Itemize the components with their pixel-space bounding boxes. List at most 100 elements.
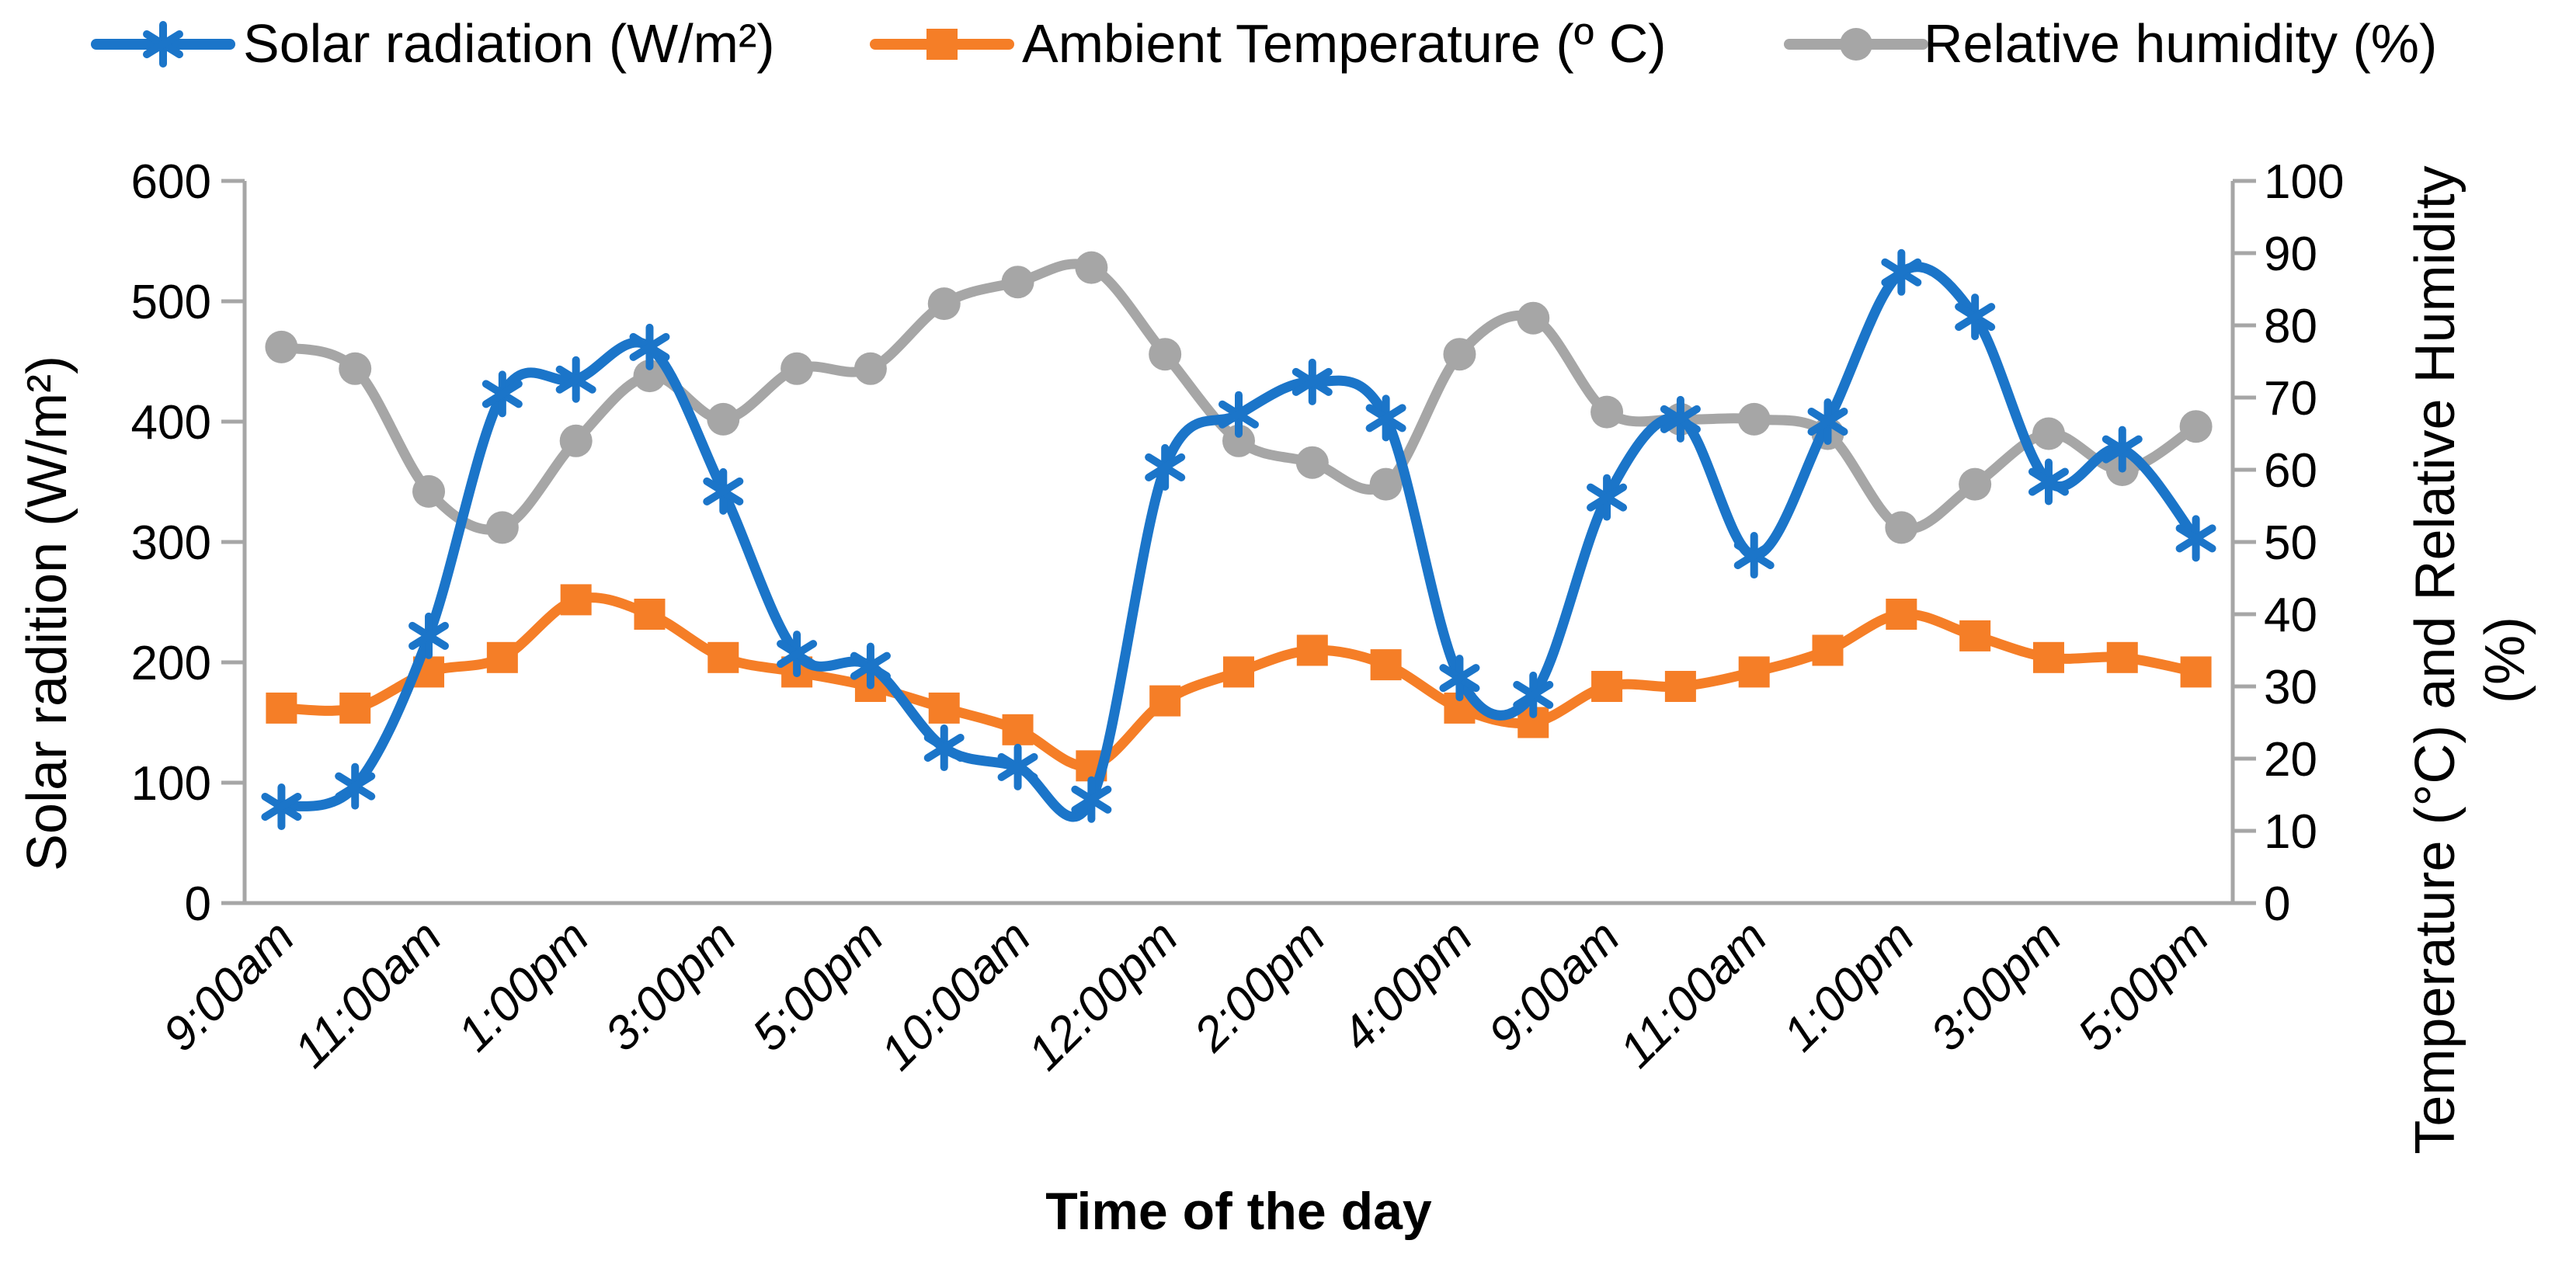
x-tick-label: 11:00am [1609,910,1777,1078]
y-left-tick-label: 400 [131,396,211,450]
y-right-tick-label: 30 [2264,661,2317,714]
humidity-point-marker [1295,446,1329,479]
solar-point-marker [629,323,670,370]
tick-label-layer: 0 100 200 300 400 500 600 0 10 20 30 40 50 60 70 80 90 10… [131,155,2345,1081]
humidity-point-marker [559,424,593,457]
solar-point-marker [1513,671,1554,718]
humidity-point-marker [485,511,519,544]
y-right-tick-label: 10 [2264,805,2317,859]
solar-point-marker [1587,474,1628,521]
y-right-tick-label: 0 [2264,877,2290,931]
solar-point-marker [1291,358,1333,405]
y-left-tick-label: 0 [185,877,211,931]
humidity-point-marker [1149,338,1182,371]
x-tick-label: 3:00pm [1921,910,2072,1061]
solar-point-marker [997,743,1038,790]
legend-label-ambient-temperature: Ambient Temperature (º C) [1022,13,1667,74]
temperature-point-marker [634,599,666,630]
series-relative-humidity [265,251,2213,544]
x-tick-label: 2:00pm [1184,910,1336,1062]
solar-point-marker [1955,294,1996,341]
solar-point-marker [703,467,744,515]
humidity-point-marker [2032,417,2065,450]
temperature-point-marker [2106,641,2138,673]
y-left-tick-label: 100 [131,757,211,811]
solar-point-marker [481,370,523,418]
temperature-point-marker [486,641,518,673]
humidity-point-marker [1959,467,1992,501]
solar-point-marker [1807,398,1848,445]
temperature-point-marker [1296,634,1328,666]
temperature-point-marker [339,692,371,724]
x-tick-label: 5:00pm [742,910,894,1061]
solar-point-marker [335,763,376,810]
temperature-point-marker [1002,714,1034,745]
humidity-point-marker [1222,424,1255,457]
solar-point-marker [1218,391,1259,438]
humidity-point-marker [1001,266,1034,299]
humidity-point-marker [1737,402,1771,436]
y-right-tick-label: 40 [2264,589,2317,642]
humidity-point-marker [707,402,740,436]
temperature-point-marker [928,692,960,724]
solar-point-marker [850,642,891,690]
y-left-tick-label: 500 [131,276,211,329]
y-right-tick-label: 60 [2264,444,2317,498]
temperature-point-marker [1812,634,1844,666]
series-layer [261,248,2216,830]
humidity-point-marker [412,474,446,508]
humidity-point-marker [1443,338,1476,371]
x-tick-label: 10:00am [871,910,1041,1080]
humidity-point-marker [1369,467,1403,501]
y-axis-left-title: Solar radition (W/m²) [16,356,78,871]
humidity-point-marker [265,330,298,363]
x-tick-label: 3:00pm [595,910,746,1061]
solar-point-marker [1365,394,1406,442]
legend-swatch-layer [91,21,1928,68]
humidity-point-marker [2179,410,2213,443]
humidity-point-marker [1075,251,1108,284]
x-tick-label: 1:00pm [1773,910,1924,1061]
temperature-point-marker [707,641,739,673]
temperature-point-marker [266,692,297,724]
x-tick-label: 9:00am [153,910,304,1061]
solar-point-marker [2028,458,2069,505]
solar-point-marker [1071,776,1112,823]
solar-point-marker [261,783,302,830]
series-ambient-temperature [266,584,2212,782]
solar-point-marker [777,631,818,678]
series-solar-radiation [261,248,2216,830]
temperature-point-marker [1223,656,1254,688]
axes-layer [221,179,2256,905]
x-tick-label: 11:00am [284,910,452,1078]
y-right-tick-label: 80 [2264,300,2317,353]
y-axis-right-title-line2: (%) [2474,617,2536,704]
solar-point-marker [923,724,965,772]
legend-label-relative-humidity: Relative humidity (%) [1924,13,2437,74]
solar-point-marker [1660,395,1701,443]
temperature-point-marker [926,29,958,60]
y-left-tick-label: 300 [131,516,211,570]
humidity-point-marker [927,287,961,321]
temperature-point-marker [2032,641,2064,673]
y-right-tick-label: 20 [2264,733,2317,787]
humidity-point-marker [339,352,372,385]
humidity-point-marker [853,352,887,385]
y-left-tick-label: 600 [131,155,211,209]
humidity-point-marker [780,352,814,385]
solar-point-marker [1439,655,1480,702]
solar-point-marker [2101,426,2143,473]
solar-point-marker [1145,443,1186,491]
x-tick-label: 9:00am [1479,910,1630,1061]
x-tick-label: 1:00pm [448,910,600,1061]
solar-point-marker [555,356,596,403]
y-right-tick-label: 90 [2264,228,2317,281]
temperature-point-marker [1664,671,1696,702]
x-tick-label: 12:00pm [1018,910,1188,1080]
temperature-point-marker [560,584,592,616]
humidity-point-marker [1840,28,1872,61]
y-axis-right-title-line1: Temperature (°C) and Relative Humidity [2404,165,2466,1154]
y-left-tick-label: 200 [131,637,211,690]
